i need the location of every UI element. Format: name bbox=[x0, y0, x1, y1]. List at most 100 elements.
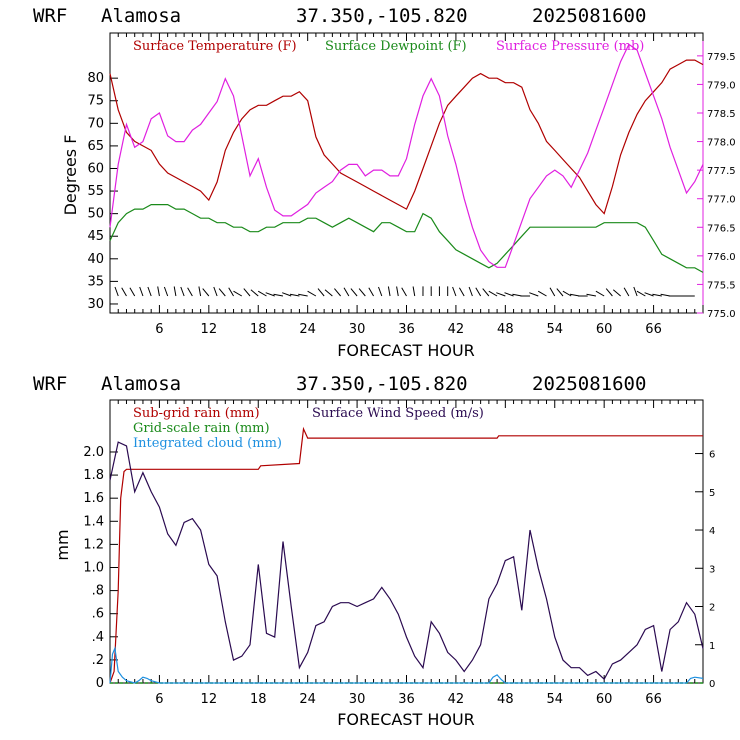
y2-tick-label: 4 bbox=[709, 526, 715, 537]
wind-barb bbox=[636, 290, 646, 297]
y2-tick-label: 777.0 bbox=[707, 195, 736, 206]
y-tick-label: 70 bbox=[87, 116, 104, 131]
temperature-chart: 6 12 18 24 30 36 42 48 54 60 66 30 35 40 45 50 55 60 65 70… bbox=[61, 32, 736, 360]
wind-barb bbox=[387, 286, 391, 297]
precipitation-y-axis-label: mm bbox=[53, 529, 72, 560]
y-tick-label: 0 bbox=[96, 676, 104, 691]
wind-barb bbox=[121, 287, 127, 297]
x-tick-label: 30 bbox=[349, 322, 366, 337]
y-tick-label: .2 bbox=[92, 653, 104, 668]
wind-barb bbox=[396, 286, 399, 297]
y2-tick-label: 778.5 bbox=[707, 109, 736, 120]
y-tick-label: 1.4 bbox=[83, 514, 104, 529]
wind-barb bbox=[660, 293, 671, 297]
x-tick-label: 60 bbox=[596, 322, 613, 337]
y2-tick-label: 2 bbox=[709, 603, 715, 614]
wind-barb bbox=[475, 287, 482, 297]
wind-barb bbox=[289, 293, 300, 297]
wind-barb bbox=[401, 287, 407, 297]
wind-barb bbox=[458, 287, 465, 297]
wind-barb bbox=[282, 292, 292, 297]
y2-tick-label: 779.5 bbox=[707, 52, 736, 63]
x-tick-label: 24 bbox=[299, 322, 316, 337]
wind-barb bbox=[213, 286, 218, 297]
header-run-bottom: 2025081600 bbox=[532, 373, 646, 395]
wind-barb bbox=[378, 286, 383, 297]
wind-barb bbox=[180, 286, 185, 297]
wind-barb bbox=[157, 286, 160, 297]
y-tick-label: 40 bbox=[87, 252, 104, 267]
y-tick-label: 50 bbox=[87, 207, 104, 222]
temperature-x-ticks: 6 12 18 24 30 36 42 48 54 60 66 bbox=[109, 33, 704, 337]
wind-barb bbox=[595, 290, 605, 297]
wind-barb bbox=[556, 288, 564, 297]
x-tick-label: 48 bbox=[497, 322, 514, 337]
y-tick-label: 60 bbox=[87, 161, 104, 176]
y2-tick-label: 779.0 bbox=[707, 80, 736, 91]
y-tick-label: 1.2 bbox=[83, 537, 104, 552]
y-tick-label: 1.0 bbox=[83, 560, 104, 575]
wind-barb bbox=[368, 287, 374, 297]
y-tick-label: .4 bbox=[92, 630, 104, 645]
wind-barb bbox=[549, 287, 556, 297]
wind-barb bbox=[468, 286, 473, 297]
temperature-x-axis-label: FORECAST HOUR bbox=[337, 341, 475, 360]
wind-barb bbox=[652, 293, 662, 297]
wind-barbs bbox=[114, 286, 695, 297]
wind-speed-y2-ticks: 0 1 2 3 4 5 6 bbox=[695, 450, 715, 690]
wind-barb bbox=[504, 292, 514, 297]
wind-barb bbox=[512, 293, 522, 297]
y-tick-label: 45 bbox=[87, 229, 104, 244]
y-tick-label: 75 bbox=[87, 94, 104, 109]
wind-barb bbox=[612, 289, 621, 297]
y2-tick-label: 775.5 bbox=[707, 280, 736, 291]
x-tick-label: 36 bbox=[398, 692, 415, 707]
wind-barb bbox=[129, 287, 136, 297]
x-tick-label: 66 bbox=[645, 322, 662, 337]
wind-barb bbox=[343, 287, 350, 297]
x-tick-label: 12 bbox=[201, 322, 218, 337]
y2-tick-label: 6 bbox=[709, 450, 715, 461]
temperature-y-ticks: 30 35 40 45 50 55 60 65 70 75 80 bbox=[87, 71, 118, 312]
header-run-top: 2025081600 bbox=[532, 5, 646, 27]
header-model-top: WRF bbox=[33, 5, 67, 27]
y-tick-label: 80 bbox=[87, 71, 104, 86]
x-tick-label: 54 bbox=[546, 322, 563, 337]
wind-barb bbox=[334, 288, 341, 297]
wind-barb bbox=[586, 293, 597, 297]
precipitation-chart: 6 12 18 24 30 36 42 48 54 60 66 0.2.4.6.81.01.21.4… bbox=[53, 399, 715, 729]
x-tick-label: 48 bbox=[497, 692, 514, 707]
precipitation-x-axis-label: FORECAST HOUR bbox=[337, 710, 475, 729]
y2-tick-label: 776.5 bbox=[707, 223, 736, 234]
wind-barb bbox=[202, 288, 210, 297]
x-tick-label: 18 bbox=[250, 322, 267, 337]
temperature-series-lines bbox=[109, 43, 704, 273]
pressure-line bbox=[109, 43, 704, 268]
y-tick-label: 2.0 bbox=[83, 445, 104, 460]
temperature-y-axis-label: Degrees F bbox=[61, 135, 80, 216]
y2-tick-label: 778.0 bbox=[707, 138, 736, 149]
x-tick-label: 60 bbox=[596, 692, 613, 707]
dewpoint-line bbox=[109, 204, 704, 273]
wind-barb bbox=[350, 288, 358, 297]
wind-barb bbox=[243, 288, 251, 297]
header-coords-top: 37.350,-105.820 bbox=[296, 5, 468, 27]
pressure-y2-ticks: 775.0 775.5 776.0 776.5 777.0 777.5 778.0 778.5… bbox=[697, 52, 736, 320]
wind-barb bbox=[218, 288, 226, 297]
temperature-line bbox=[109, 59, 704, 215]
wind-barb bbox=[187, 287, 193, 297]
wind-barb bbox=[265, 292, 275, 297]
wind-barb bbox=[173, 286, 177, 297]
wind-barb bbox=[147, 286, 152, 297]
y-tick-label: 55 bbox=[87, 184, 104, 199]
x-tick-label: 6 bbox=[155, 692, 163, 707]
x-tick-label: 66 bbox=[645, 692, 662, 707]
wind-barb bbox=[139, 286, 144, 297]
legend-dewpoint: Surface Dewpoint (F) bbox=[325, 39, 467, 54]
wind-barb bbox=[228, 287, 234, 297]
header-site-bottom: Alamosa bbox=[101, 373, 181, 395]
wind-barb bbox=[257, 290, 267, 297]
x-tick-label: 30 bbox=[349, 692, 366, 707]
wind-barb bbox=[233, 290, 243, 297]
y-tick-label: 30 bbox=[87, 297, 104, 312]
